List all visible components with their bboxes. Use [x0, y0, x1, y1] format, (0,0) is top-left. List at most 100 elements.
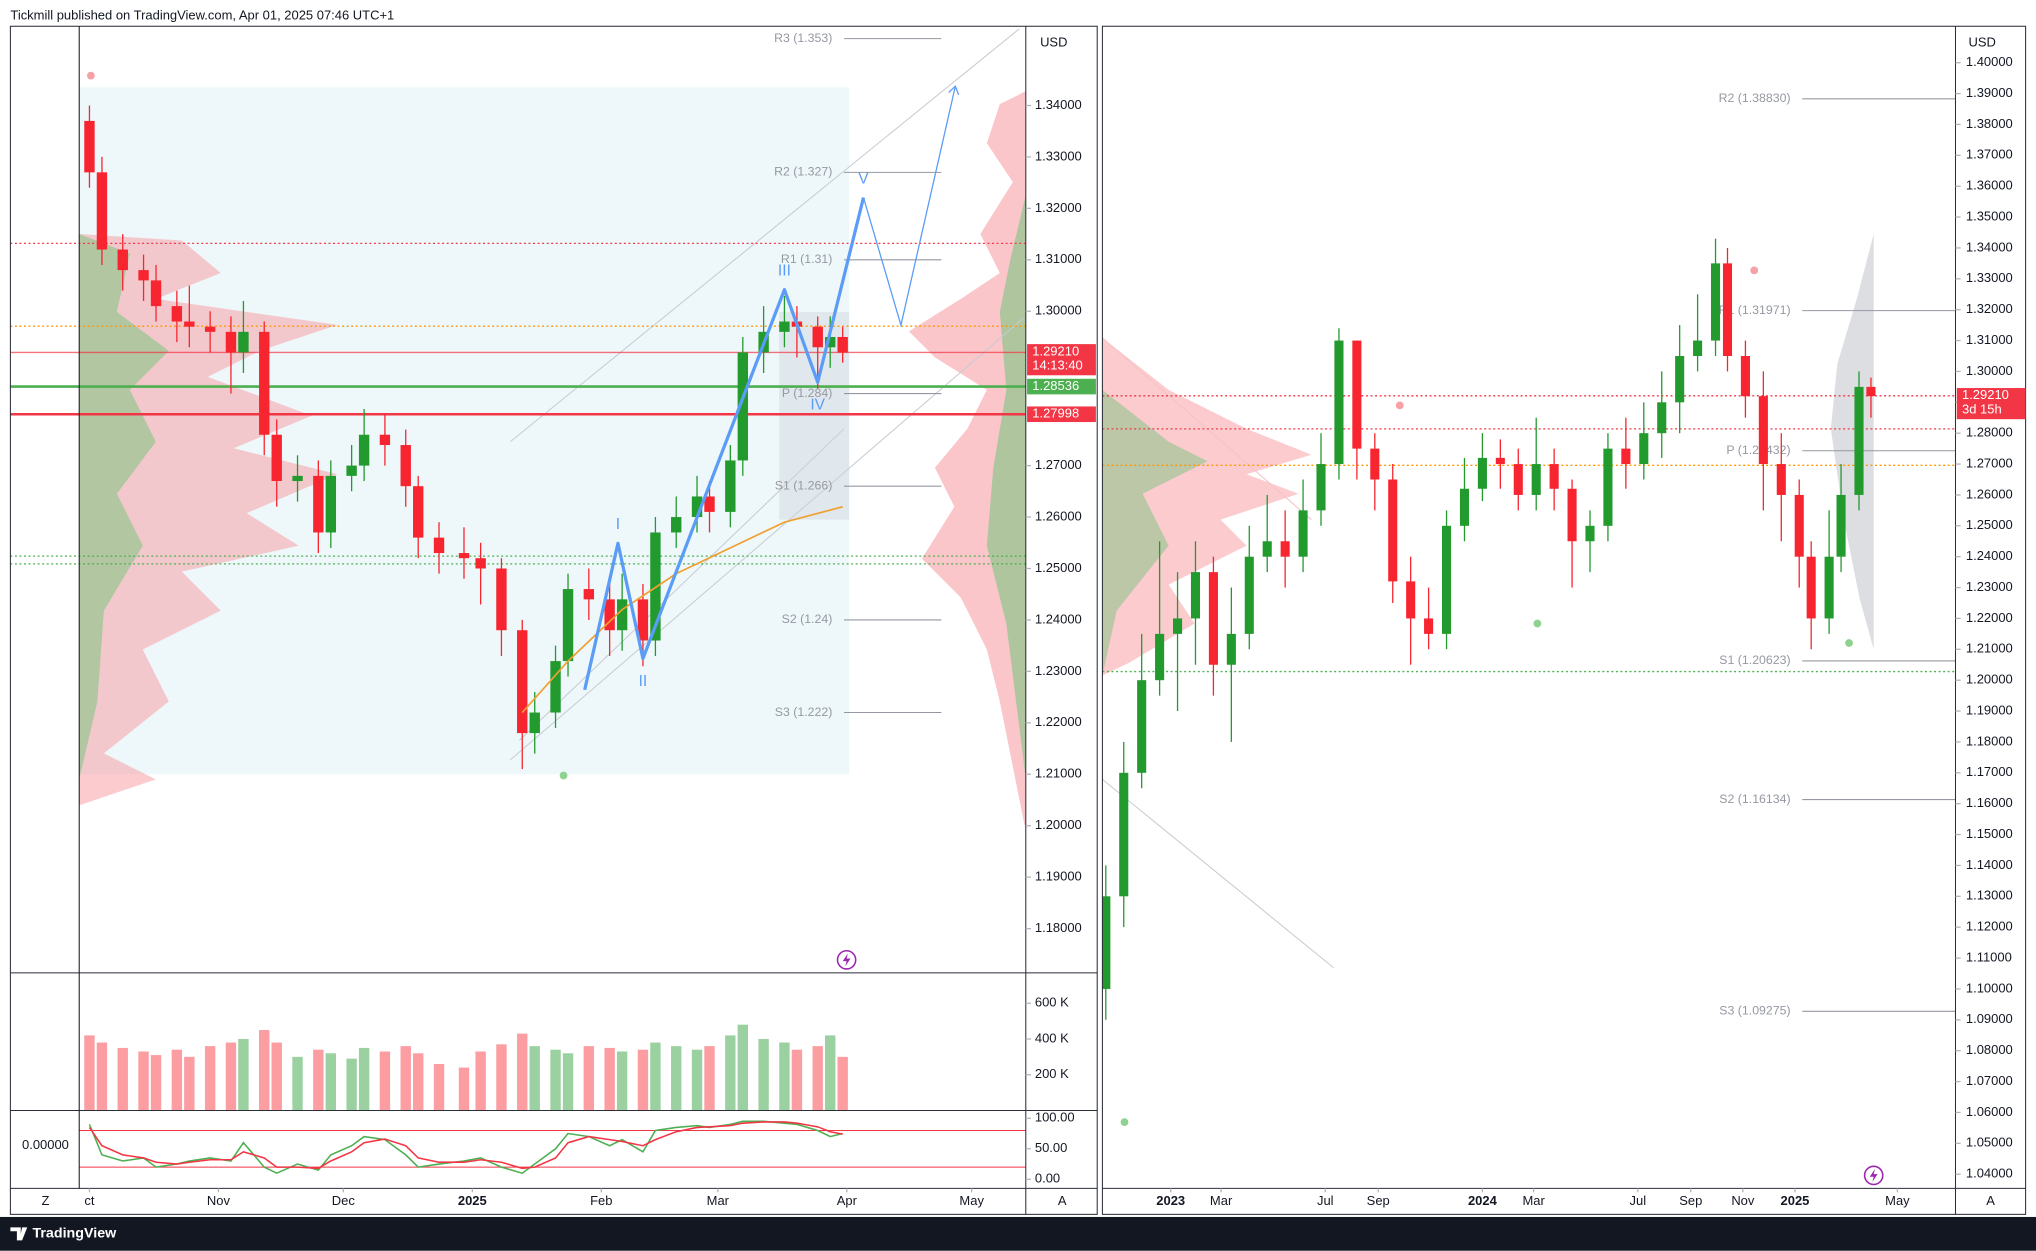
price-tick-label: 1.07000: [1966, 1073, 2013, 1088]
candle-body: [379, 434, 391, 446]
candle-body: [1173, 618, 1183, 634]
candle-body: [1280, 541, 1290, 557]
candle-body: [529, 712, 540, 734]
candle-body: [96, 172, 108, 250]
candle-body: [1513, 464, 1523, 495]
wave-label: III: [778, 263, 791, 280]
volume-bar: [825, 1035, 836, 1111]
price-tick-label: 1.24000: [1966, 548, 2013, 563]
volume-bar: [117, 1047, 128, 1111]
volume-bar: [837, 1056, 848, 1111]
pivot-label: P (1.27432): [1726, 443, 1790, 457]
price-tick-label: 1.34000: [1035, 97, 1082, 112]
channel-line: [519, 428, 845, 741]
price-sublabel: 14:13:40: [1032, 358, 1082, 373]
price-label-box: [1027, 406, 1096, 423]
price-label-box: [1027, 378, 1096, 395]
price-tick-label: 1.04000: [1966, 1166, 2013, 1181]
time-tick-label: Feb: [590, 1193, 612, 1208]
volume-tick-label: 200 K: [1035, 1066, 1069, 1081]
currency: USD: [1968, 35, 1995, 50]
osc-line: [88, 1121, 843, 1170]
pivot-label: S2 (1.24): [782, 612, 833, 626]
marker-dot: [1120, 1118, 1129, 1127]
candle-body: [1603, 448, 1613, 526]
volume-bar: [604, 1047, 615, 1111]
candle-body: [171, 306, 183, 322]
axes: 1.18000 1.19000 1.20000 1.21000 1.22000 1.230…: [84, 54, 2026, 1208]
time-tick-label: 2025: [1781, 1193, 1810, 1208]
volume-bar: [259, 1030, 270, 1111]
button[interactable]: A: [1058, 1193, 1067, 1208]
candle-body: [1388, 479, 1398, 582]
elliott-wave: [583, 197, 866, 691]
candle-body: [1567, 488, 1577, 542]
candle-body: [1137, 680, 1147, 773]
marker-dot: [1750, 266, 1759, 275]
price-tick-label: 1.22000: [1966, 610, 2013, 625]
price-tick-label: 1.17000: [1966, 764, 2013, 779]
price-label: 1.28536: [1032, 378, 1079, 393]
button[interactable]: Z: [41, 1193, 49, 1208]
time-tick-label: Jul: [1630, 1193, 1647, 1208]
price-tick-label: 1.26000: [1035, 508, 1082, 523]
candle-body: [1495, 457, 1505, 465]
volume-bar: [313, 1049, 324, 1111]
oscillator-readout: 0.00000: [22, 1137, 69, 1152]
pivot-label: R2 (1.38830): [1719, 91, 1791, 105]
price-tick-label: 1.27000: [1966, 455, 2013, 470]
osc-line: [88, 1120, 843, 1175]
button[interactable]: A: [1986, 1193, 1995, 1208]
price-tick-label: 1.08000: [1966, 1042, 2013, 1057]
channel-line: [509, 318, 1024, 761]
volume-profile: [1102, 389, 1208, 676]
candle-body: [292, 475, 303, 482]
price-tick-label: 1.25000: [1966, 517, 2013, 532]
price-tick-label: 1.15000: [1966, 826, 2013, 841]
candle-body: [313, 475, 324, 533]
time-tick-label: Mar: [1210, 1193, 1233, 1208]
candle-body: [1621, 448, 1631, 465]
price-tick-label: 1.05000: [1966, 1135, 2013, 1150]
candle-body: [1477, 457, 1487, 489]
volume-bar: [292, 1056, 303, 1111]
marker-dot: [1845, 639, 1853, 647]
candle-body: [1102, 896, 1111, 989]
pivot-label: R3 (1.353): [774, 31, 832, 45]
candle-body: [671, 517, 682, 533]
time-tick-label: Nov: [207, 1193, 231, 1208]
volume-bar: [517, 1033, 528, 1111]
candle-body: [1824, 556, 1834, 619]
candle-body: [517, 630, 528, 734]
wave-label: IV: [810, 397, 825, 414]
volume-bar: [529, 1046, 540, 1111]
osc-tick-label: 100.00: [1035, 1110, 1075, 1125]
volume-bar: [171, 1049, 183, 1111]
candle-body: [550, 661, 561, 713]
candle-body: [604, 599, 615, 631]
price-tick-label: 1.32000: [1966, 301, 2013, 316]
volume-bar: [150, 1055, 162, 1111]
candle-body: [1806, 556, 1816, 619]
candle-body: [150, 280, 162, 307]
right-decor: [1102, 234, 1874, 1127]
volume-profile: [908, 91, 1026, 832]
price-tick-label: 1.13000: [1966, 888, 2013, 903]
time-tick-label: 2023: [1156, 1193, 1185, 1208]
price-label: 1.29210: [1032, 343, 1079, 358]
icon-ring: [1863, 1165, 1884, 1186]
volume-bar: [704, 1046, 715, 1111]
price-tick-label: 1.34000: [1966, 239, 2013, 254]
candle-body: [1693, 340, 1703, 356]
candle-body: [1424, 618, 1434, 634]
candle-body: [1352, 340, 1362, 449]
candle-body: [1459, 488, 1470, 526]
candle-body: [433, 537, 445, 554]
header: Tickmill published on TradingView.com, A…: [10, 7, 394, 22]
volume-bar: [96, 1042, 108, 1111]
volume-bar: [475, 1051, 486, 1111]
volume-bar: [204, 1046, 216, 1111]
candle-body: [1244, 556, 1254, 634]
candle-body: [812, 326, 823, 348]
price-tick-label: 1.40000: [1966, 54, 2013, 69]
